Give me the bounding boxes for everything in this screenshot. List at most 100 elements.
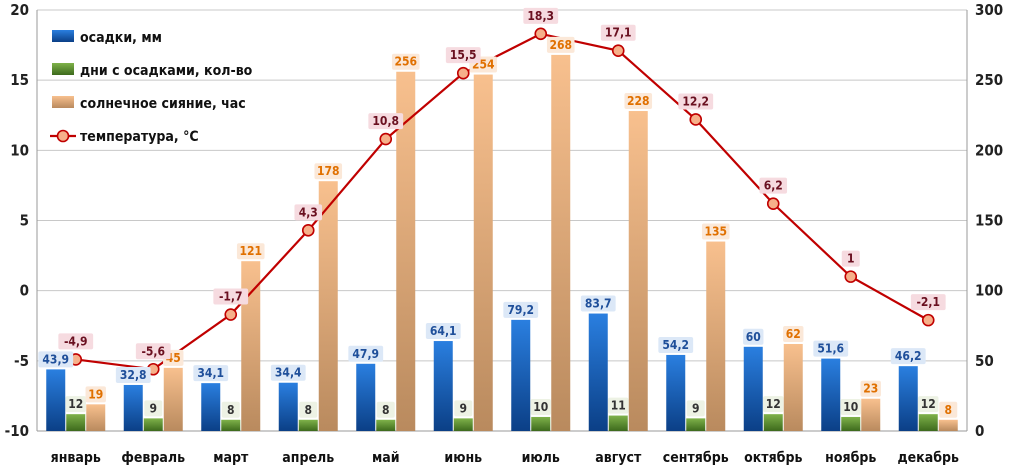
data-label-sunshine: 23 [863, 382, 878, 396]
data-label-precipitation-bg [658, 336, 694, 353]
data-label-rain-days: 8 [227, 403, 235, 417]
temperature-point [379, 132, 393, 146]
temperature-point [611, 44, 625, 57]
data-label-sunshine-bg [85, 386, 106, 403]
data-label-temperature: -1,7 [219, 290, 243, 304]
data-label-precipitation-bg [193, 365, 229, 382]
bar-sunshine [163, 367, 183, 431]
data-label-precipitation: 34,4 [275, 366, 302, 380]
data-label-precipitation: 46,2 [895, 349, 922, 363]
data-label-temperature-bg [213, 288, 249, 305]
data-label-sunshine: 62 [786, 327, 801, 341]
bar-precipitation [433, 341, 453, 431]
data-label-precipitation: 54,2 [662, 338, 689, 352]
y-right-tick-label: 150 [975, 212, 1003, 230]
data-label-temperature: 4,3 [299, 205, 318, 219]
x-tick-label: октябрь [744, 450, 802, 466]
bar-precipitation [588, 313, 608, 431]
y-left-tick-label: 20 [10, 1, 29, 19]
data-label-rain-days-bg [144, 400, 163, 417]
data-label-rain-days-bg [454, 400, 473, 417]
data-label-sunshine: 121 [239, 244, 262, 258]
data-label-precipitation-bg [270, 364, 306, 381]
data-label-rain-days-bg [299, 401, 318, 418]
x-tick-label: ноябрь [825, 450, 876, 466]
temperature-point [921, 313, 935, 327]
data-label-rain-days-bg [840, 398, 861, 415]
temperature-point [766, 197, 780, 210]
data-label-precipitation: 43,9 [42, 352, 69, 366]
data-label-rain-days-bg [763, 396, 784, 413]
y-left-tick-label: -5 [14, 352, 29, 370]
y-right-tick-label: 250 [975, 71, 1003, 89]
data-label-rain-days-bg [918, 396, 939, 413]
data-label-sunshine-bg [701, 223, 730, 240]
bar-sunshine [318, 181, 338, 431]
data-label-rain-days-bg [686, 400, 705, 417]
data-label-sunshine-bg [860, 380, 881, 397]
data-label-precipitation-bg [348, 345, 384, 362]
data-label-precipitation-bg [503, 301, 539, 318]
bar-rain-days [608, 415, 628, 431]
data-label-precipitation: 47,9 [352, 347, 379, 361]
data-label-temperature: -5,6 [141, 344, 165, 358]
y-right-tick-label: 100 [975, 282, 1003, 300]
data-label-precipitation: 51,6 [817, 342, 844, 356]
data-label-precipitation-bg [743, 328, 764, 345]
data-label-rain-days: 10 [843, 400, 858, 414]
data-label-temperature-bg [678, 93, 714, 110]
data-label-rain-days: 8 [304, 403, 312, 417]
legend-label: осадки, мм [80, 30, 162, 46]
bar-precipitation [46, 369, 66, 431]
bar-precipitation [201, 383, 221, 431]
data-label-rain-days: 8 [382, 403, 390, 417]
data-label-sunshine-bg [314, 163, 343, 180]
data-label-precipitation: 60 [746, 330, 761, 344]
data-label-precipitation-bg [115, 366, 151, 383]
y-right-tick-label: 0 [975, 422, 984, 440]
bar-sunshine [706, 241, 726, 431]
data-label-temperature: 18,3 [527, 9, 554, 23]
bar-rain-days [376, 419, 396, 431]
bar-rain-days [298, 419, 318, 431]
bar-precipitation [356, 363, 376, 431]
y-right-tick-label: 300 [975, 1, 1003, 19]
bar-sunshine [938, 419, 958, 431]
data-label-rain-days-bg [221, 401, 240, 418]
data-label-sunshine-bg [939, 401, 958, 418]
data-label-temperature: 1 [847, 252, 855, 266]
temperature-point [224, 308, 238, 321]
data-label-rain-days-bg [65, 396, 86, 413]
bar-precipitation [743, 346, 763, 431]
data-label-temperature-bg [58, 333, 94, 350]
y-right-tick-label: 50 [975, 352, 994, 370]
x-tick-label: март [213, 450, 249, 466]
data-label-temperature: 10,8 [372, 114, 399, 128]
legend-label: температура, °С [80, 129, 199, 145]
legend-swatch-marker [56, 129, 70, 143]
bar-rain-days [143, 418, 163, 431]
data-label-rain-days: 12 [68, 397, 83, 411]
data-label-rain-days: 12 [921, 397, 936, 411]
data-label-rain-days: 10 [533, 400, 548, 414]
x-tick-label: май [372, 450, 400, 466]
bar-sunshine [396, 71, 416, 431]
legend-label: дни с осадками, кол-во [80, 63, 253, 79]
data-label-rain-days: 9 [149, 401, 157, 415]
data-label-rain-days-bg [608, 397, 629, 414]
data-label-temperature: 12,2 [682, 94, 709, 108]
data-label-precipitation-bg [425, 323, 461, 340]
temperature-point [301, 224, 315, 237]
data-label-precipitation: 34,1 [197, 366, 224, 380]
data-label-sunshine: 256 [394, 55, 417, 69]
bar-precipitation [278, 382, 298, 431]
line-layer [69, 27, 935, 376]
data-label-precipitation: 32,8 [120, 368, 147, 382]
legend-swatch [52, 30, 74, 42]
data-label-sunshine-bg [236, 243, 265, 260]
data-label-temperature-bg [600, 24, 636, 41]
bar-sunshine [473, 74, 493, 431]
data-label-rain-days: 9 [692, 401, 700, 415]
data-label-temperature: -2,1 [916, 295, 940, 309]
